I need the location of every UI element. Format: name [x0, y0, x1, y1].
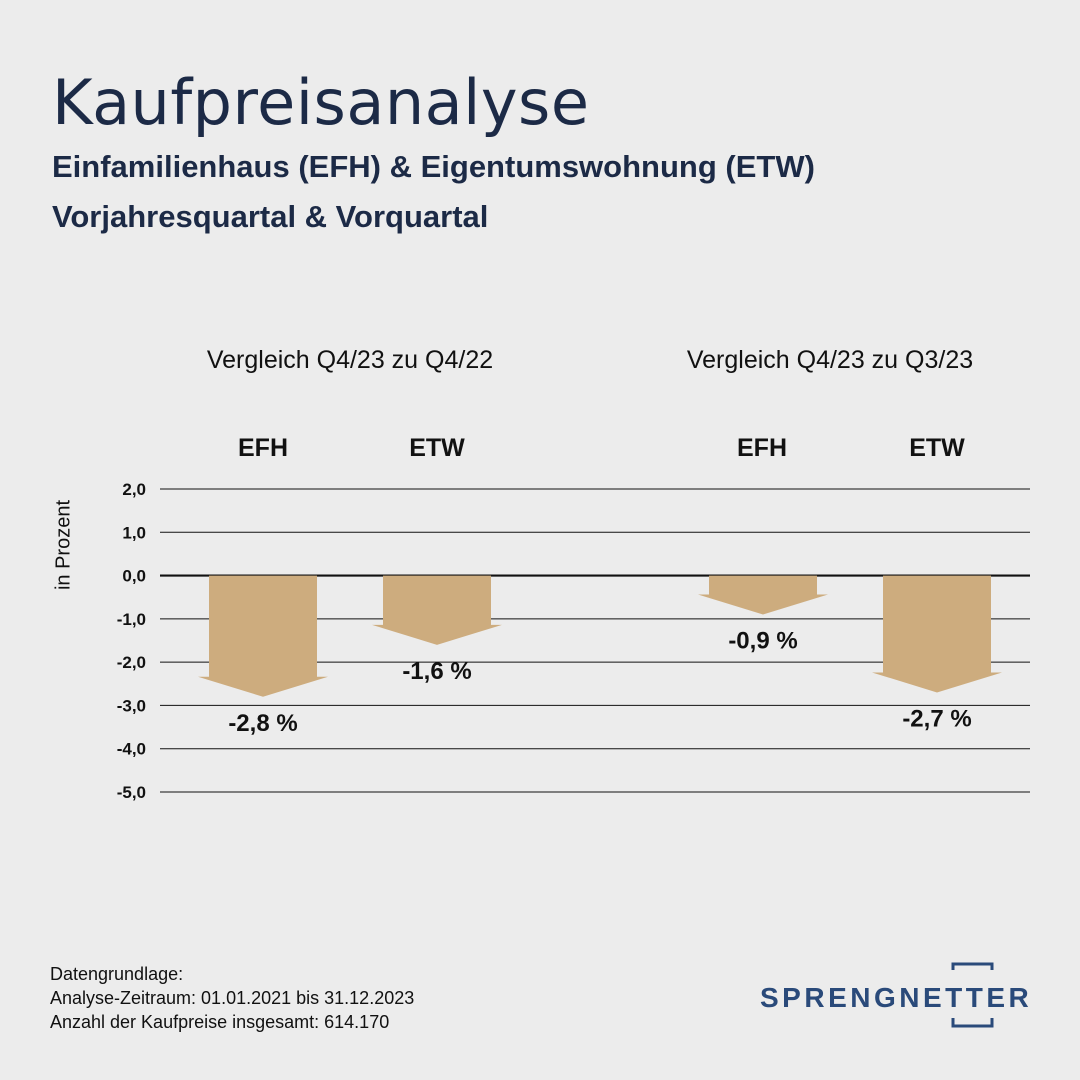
page-subtitle-line1: Einfamilienhaus (EFH) & Eigentumswohnung…: [52, 149, 815, 184]
data-label: -1,6 %: [402, 658, 471, 685]
category-label-efh-qoq: EFH: [737, 434, 787, 462]
y-tick-label: -5,0: [117, 783, 146, 802]
footer-source-note: Datengrundlage: Analyse-Zeitraum: 01.01.…: [50, 962, 414, 1034]
category-label-efh-yoy: EFH: [238, 434, 288, 462]
group-title-yoy: Vergleich Q4/23 zu Q4/22: [206, 346, 494, 374]
footer-line-heading: Datengrundlage:: [50, 964, 184, 984]
footer-line-period: Analyse-Zeitraum: 01.01.2021 bis 31.12.2…: [50, 988, 415, 1008]
y-tick-label: -1,0: [117, 610, 146, 629]
page-title: Kaufpreisanalyse: [52, 66, 590, 139]
data-label: -2,7 %: [902, 705, 971, 732]
group-title-qoq: Vergleich Q4/23 zu Q3/23: [686, 346, 974, 374]
footer-line-count: Anzahl der Kaufpreise insgesamt: 614.170: [50, 1012, 390, 1032]
bar-arrow-etw-qoq: [872, 575, 1002, 693]
bar-arrow-efh-qoq: [698, 575, 828, 615]
page-subtitle-line2: Vorjahresquartal & Vorquartal: [52, 199, 489, 234]
y-tick-label: 1,0: [122, 523, 146, 542]
y-tick-label: -4,0: [117, 740, 146, 759]
sprengnetter-logo: SPRENGNETTER: [760, 962, 1030, 1030]
logo-wordmark: SPRENGNETTER: [760, 982, 1033, 1013]
bar-arrow-etw-yoy: [372, 575, 502, 645]
y-tick-label: 0,0: [122, 567, 146, 586]
data-label: -0,9 %: [728, 628, 797, 655]
category-label-etw-yoy: ETW: [409, 434, 465, 462]
logo-bracket-icon: [951, 962, 994, 1028]
y-tick-label: 2,0: [122, 480, 146, 499]
bar-arrow-efh-yoy: [198, 575, 328, 697]
category-label-etw-qoq: ETW: [909, 434, 965, 462]
y-tick-label: -3,0: [117, 696, 146, 715]
y-tick-label: -2,0: [117, 653, 146, 672]
data-label: -2,8 %: [228, 710, 297, 737]
